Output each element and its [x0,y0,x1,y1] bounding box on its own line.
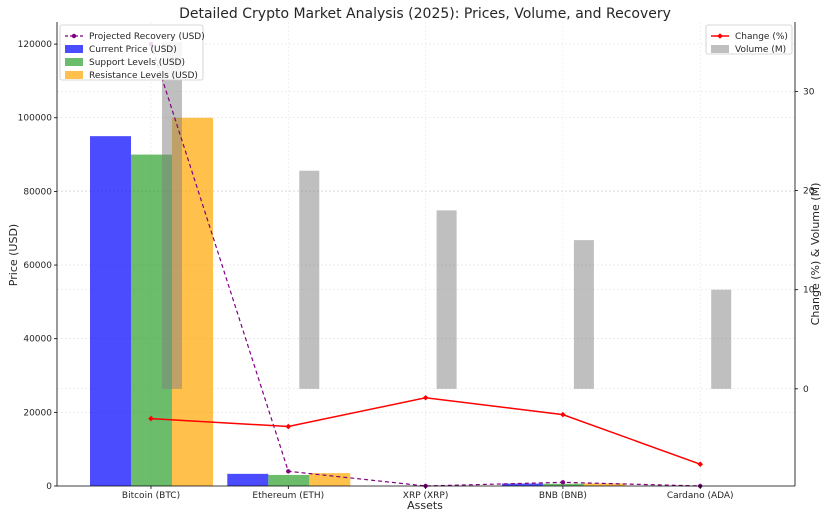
legend-swatch-support-levels-usd [65,58,83,66]
y2-tick-label: 20 [803,187,815,197]
bar-current-price-usd-0 [90,136,131,486]
y-tick-label: 100000 [18,114,53,124]
legend-swatch-resistance-levels-usd [65,71,83,79]
y-tick-label: 60000 [23,261,52,271]
legend-swatch-volume-m [711,45,729,53]
point-change-percent-4 [697,461,703,467]
point-change-percent-1 [286,424,292,430]
bar-volume-m-2 [437,210,457,388]
bar-volume-m-3 [574,240,594,389]
legend-label-support-levels-usd: Support Levels (USD) [89,58,185,68]
bar-resistance-levels-usd-1 [309,473,350,486]
x-tick-label: XRP (XRP) [403,491,449,501]
legend-label-resistance-levels-usd: Resistance Levels (USD) [89,71,198,81]
x-tick-label: Bitcoin (BTC) [122,491,180,501]
bar-volume-m-1 [299,171,319,389]
point-change-percent-3 [560,412,566,418]
x-tick-label: BNB (BNB) [539,491,587,501]
bar-support-levels-usd-1 [268,475,309,486]
chart-title: Detailed Crypto Market Analysis (2025): … [179,6,671,22]
bars-layer [90,42,762,486]
point-projected-recovery-3 [561,480,565,484]
y2-tick-label: 10 [803,286,815,296]
legend-label-change: Change (%) [735,32,788,42]
y2-tick-label: 0 [803,385,809,395]
bar-volume-m-4 [711,290,731,389]
legend-label-projected-recovery-usd: Projected Recovery (USD) [89,32,205,42]
y-tick-label: 0 [46,482,52,492]
point-change-percent-2 [423,395,429,401]
bar-current-price-usd-1 [227,474,268,486]
x-tick-label: Cardano (ADA) [667,491,734,501]
x-tick-label: Ethereum (ETH) [252,491,324,501]
y-tick-label: 40000 [23,335,52,345]
y2-tick-label: 30 [803,87,815,97]
legend-label-current-price-usd: Current Price (USD) [89,45,177,55]
y2-axis-label: Change (%) & Volume (M) [809,183,822,326]
legend-layer: Projected Recovery (USD) Current Price (U… [60,25,792,81]
y-tick-label: 20000 [23,408,52,418]
point-projected-recovery-1 [286,469,290,473]
legend-swatch-current-price-usd [65,45,83,53]
y-tick-label: 120000 [18,40,53,50]
legend-label-volume-m: Volume (M) [735,45,786,55]
legend-marker-projected-recovery-usd [72,34,76,38]
bar-volume-m-0 [162,42,182,389]
y-axis-label: Price (USD) [7,224,20,286]
y-tick-label: 80000 [23,187,52,197]
